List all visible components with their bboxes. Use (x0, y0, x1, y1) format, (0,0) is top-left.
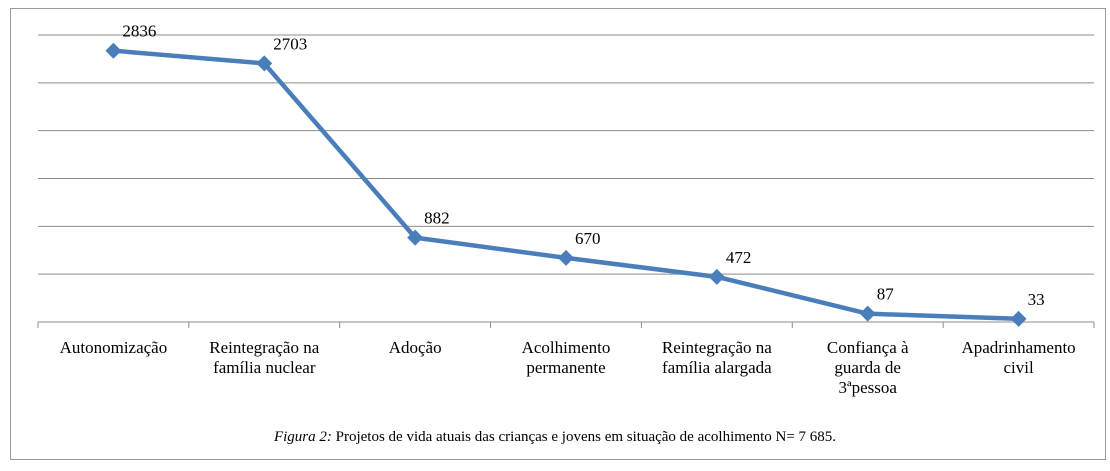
data-label: 2836 (122, 22, 156, 41)
x-tick-label: Confiança à guarda de 3ªpessoa (826, 338, 909, 397)
data-label: 87 (877, 285, 895, 304)
marker (708, 268, 725, 285)
data-label: 670 (575, 229, 601, 248)
marker (256, 55, 273, 72)
x-tick-label: Reintegração na família nuclear (209, 338, 320, 377)
data-label: 33 (1028, 290, 1045, 309)
chart-frame (10, 8, 1106, 460)
line (113, 48, 1019, 322)
marker (558, 249, 574, 266)
x-tick-label: Acolhimento permanente (521, 338, 611, 377)
x-tick-label: Reintegração na família alargada (661, 338, 772, 377)
marker (1010, 310, 1027, 327)
marker (859, 305, 876, 322)
marker (105, 42, 122, 59)
marker (407, 229, 424, 246)
caption-text: Projetos de vida atuais das crianças e j… (335, 429, 837, 445)
caption-label: Figura 2: (273, 429, 332, 445)
x-tick-label: Adoção (388, 338, 442, 357)
data-label: 2703 (273, 34, 307, 53)
x-tick-label: Apadrinhamento civil (961, 338, 1076, 377)
data-label: 882 (424, 209, 450, 228)
caption: Figura 2: Projetos de vida atuais das cr… (0, 429, 1110, 446)
data-label: 472 (726, 248, 752, 267)
x-tick-label: Autonomização (59, 338, 168, 357)
